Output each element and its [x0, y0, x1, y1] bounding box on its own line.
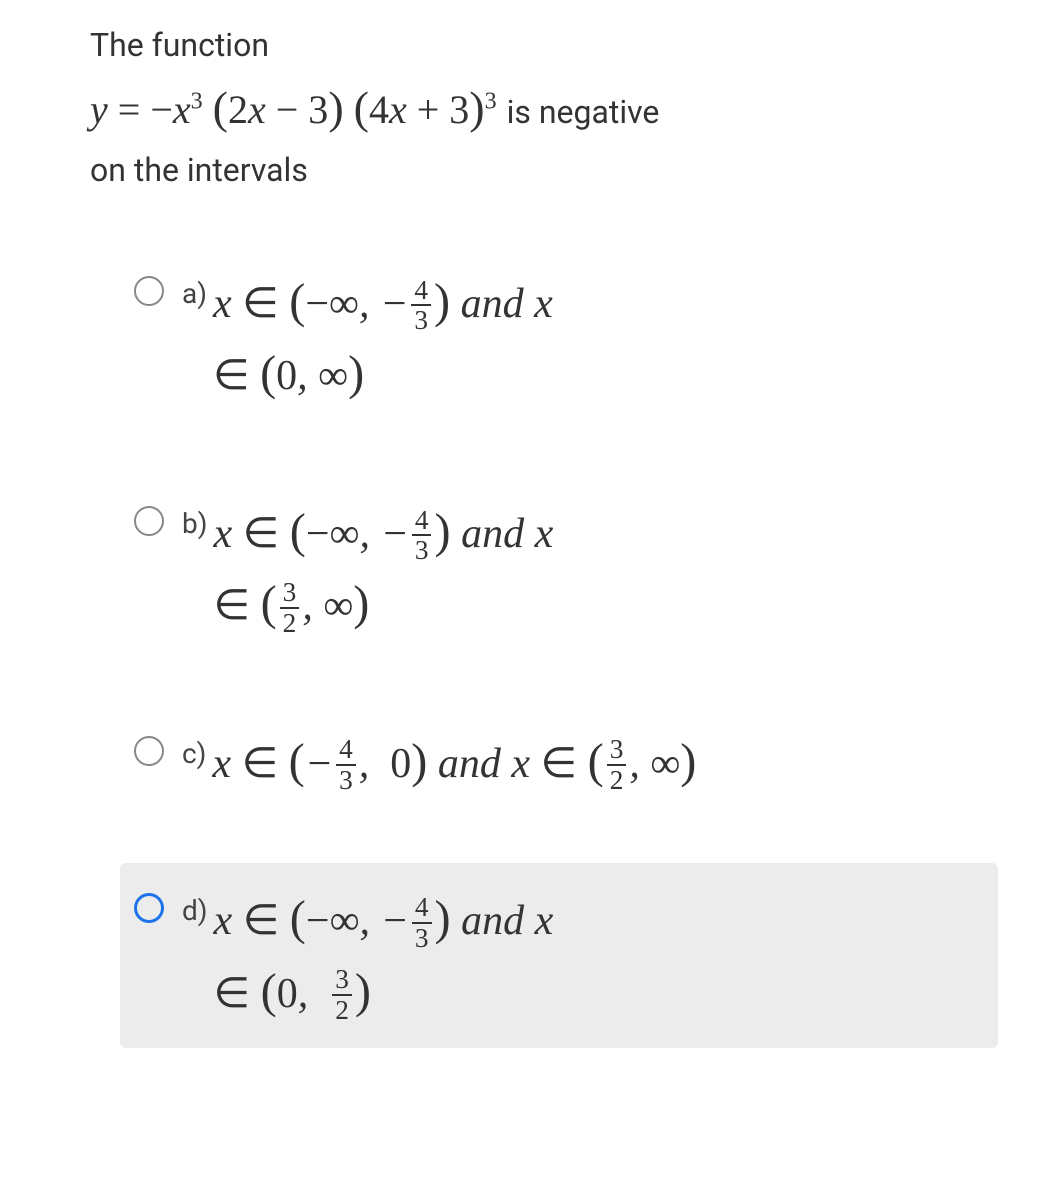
options-list: a) x ∈ (−∞, −43) and x ∈ (0, ∞) b) x ∈ (… — [90, 246, 998, 1048]
option-d-label: d) — [182, 889, 208, 934]
option-b-label: b) — [182, 502, 207, 547]
option-a-math: x ∈ (−∞, −43) and x ∈ (0, ∞) — [213, 266, 553, 411]
question-stem: The function y = −x3 (2x − 3) (4x + 3)3 … — [90, 20, 998, 196]
stem-text-2: is negative — [507, 93, 660, 131]
stem-equation: y = −x3 (2x − 3) (4x + 3)3 — [90, 87, 507, 132]
option-a-label: a) — [182, 272, 207, 317]
radio-b[interactable] — [134, 506, 164, 536]
option-d-math: x ∈ (−∞, −43) and x ∈ (0, 32) — [214, 883, 554, 1028]
option-c-label: c) — [182, 732, 206, 777]
option-c[interactable]: c) x ∈ (−43, 0) and x ∈ (32, ∞) — [120, 706, 998, 818]
radio-d[interactable] — [134, 893, 164, 923]
option-d[interactable]: d) x ∈ (−∞, −43) and x ∈ (0, 32) — [120, 863, 998, 1048]
option-a[interactable]: a) x ∈ (−∞, −43) and x ∈ (0, ∞) — [120, 246, 998, 431]
radio-c[interactable] — [134, 736, 164, 766]
stem-text-1: The function — [90, 26, 269, 64]
radio-a[interactable] — [134, 276, 164, 306]
option-c-math: x ∈ (−43, 0) and x ∈ (32, ∞) — [212, 726, 696, 798]
option-b-math: x ∈ (−∞, −43) and x ∈ (32, ∞) — [213, 496, 553, 641]
stem-text-3: on the intervals — [90, 151, 308, 189]
option-b[interactable]: b) x ∈ (−∞, −43) and x ∈ (32, ∞) — [120, 476, 998, 661]
question-page: The function y = −x3 (2x − 3) (4x + 3)3 … — [0, 0, 1058, 1088]
